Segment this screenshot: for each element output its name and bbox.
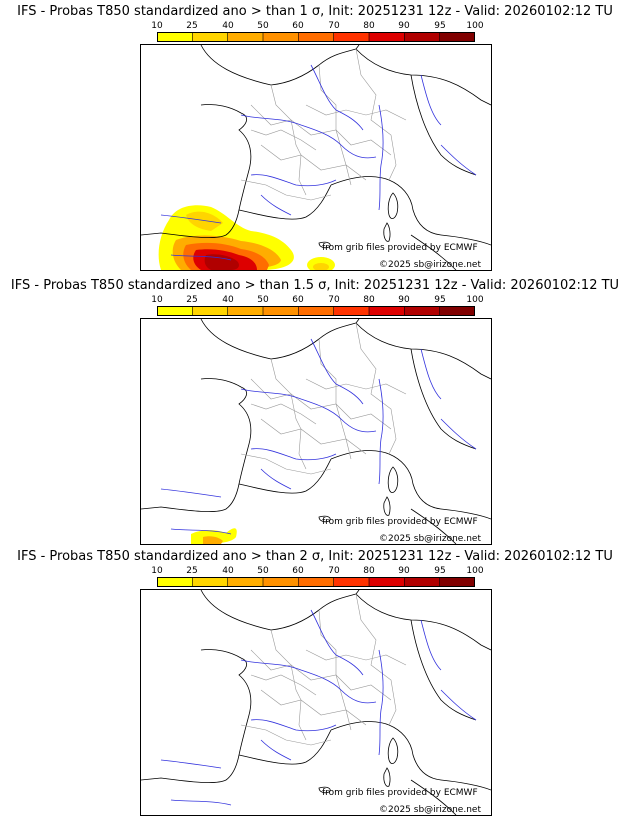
credit-copyright: ©2025 sb@irizone.net: [379, 805, 481, 815]
colorbar-tick: 10: [151, 566, 163, 576]
colorbar-tick: 40: [222, 566, 234, 576]
colorbar-tick: 90: [398, 566, 410, 576]
panel-title: IFS - Probas T850 standardized ano > tha…: [10, 278, 620, 293]
colorbar-cell: [262, 306, 300, 316]
colorbar-tick: 100: [466, 295, 484, 305]
probability-area: [158, 205, 335, 270]
map-frame: from grib files provided by ECMWF ©2025 …: [140, 44, 492, 271]
colorbar-cell: [333, 32, 370, 42]
colorbar-cell: [192, 32, 229, 42]
colorbar-cell: [262, 32, 300, 42]
colorbar-cell: [227, 32, 264, 42]
credit-grib: from grib files provided by ECMWF: [322, 788, 478, 798]
colorbar-tick: 95: [434, 566, 446, 576]
colorbar-cell: [333, 577, 370, 587]
colorbar-tick: 80: [363, 295, 375, 305]
colorbar-cell: [227, 306, 264, 316]
colorbar-cell: [439, 32, 475, 42]
france-map: [141, 319, 491, 544]
coastlines: [141, 590, 491, 815]
colorbar-labels: 10 25 40 50 60 70 80 90 95 100: [151, 294, 487, 306]
colorbar-tick: 95: [434, 21, 446, 31]
colorbar-tick: 25: [186, 295, 198, 305]
rivers: [160, 609, 477, 806]
colorbar-cell: [298, 577, 335, 587]
colorbar-tick: 50: [257, 295, 269, 305]
colorbar-tick: 70: [328, 566, 340, 576]
colorbar-tick: 80: [363, 21, 375, 31]
colorbar-tick: 60: [292, 295, 304, 305]
colorbar-tick: 90: [398, 295, 410, 305]
colorbar-cell: [227, 577, 264, 587]
admin-borders: [240, 593, 407, 746]
colorbar-cell: [298, 32, 335, 42]
colorbar-labels: 10 25 40 50 60 70 80 90 95 100: [151, 565, 487, 577]
colorbar-labels: 10 25 40 50 60 70 80 90 95 100: [151, 20, 487, 32]
colorbar-tick: 50: [257, 21, 269, 31]
colorbar-cell: [157, 32, 194, 42]
credit-grib: from grib files provided by ECMWF: [322, 517, 478, 527]
map-panel-2sigma: IFS - Probas T850 standardized ano > tha…: [0, 549, 630, 819]
coastlines: [141, 319, 491, 544]
colorbar-tick: 60: [292, 21, 304, 31]
colorbar-tick: 90: [398, 21, 410, 31]
colorbar-tick: 70: [328, 295, 340, 305]
colorbar-cell: [157, 306, 194, 316]
colorbar-tick: 100: [466, 21, 484, 31]
colorbar-cell: [404, 32, 441, 42]
map-panel-1sigma: IFS - Probas T850 standardized ano > tha…: [0, 4, 630, 274]
map-frame: from grib files provided by ECMWF ©2025 …: [140, 318, 492, 545]
credit-grib: from grib files provided by ECMWF: [322, 243, 478, 253]
colorbar-tick: 40: [222, 295, 234, 305]
colorbar-tick: 60: [292, 566, 304, 576]
rivers: [160, 64, 477, 261]
france-map: [141, 590, 491, 815]
rivers: [160, 338, 477, 535]
colorbar-tick: 95: [434, 295, 446, 305]
colorbar-cell: [368, 306, 406, 316]
coastlines: [141, 45, 491, 270]
colorbar-cell: [439, 306, 475, 316]
colorbar-tick: 10: [151, 295, 163, 305]
probability-area: [191, 528, 237, 544]
credit-copyright: ©2025 sb@irizone.net: [379, 534, 481, 544]
panel-title: IFS - Probas T850 standardized ano > tha…: [17, 549, 613, 564]
colorbar-tick: 50: [257, 566, 269, 576]
colorbar-tick: 10: [151, 21, 163, 31]
colorbar-cell: [368, 32, 406, 42]
colorbar: [157, 32, 475, 42]
colorbar-cell: [333, 306, 370, 316]
credit-copyright: ©2025 sb@irizone.net: [379, 260, 481, 270]
colorbar-cell: [368, 577, 406, 587]
france-map: [141, 45, 491, 270]
colorbar-tick: 100: [466, 566, 484, 576]
colorbar-cell: [439, 577, 475, 587]
colorbar-cell: [262, 577, 300, 587]
admin-borders: [240, 48, 407, 201]
colorbar-tick: 40: [222, 21, 234, 31]
colorbar-cell: [192, 577, 229, 587]
map-panel-1.5sigma: IFS - Probas T850 standardized ano > tha…: [0, 278, 630, 548]
colorbar-tick: 80: [363, 566, 375, 576]
colorbar-tick: 25: [186, 566, 198, 576]
colorbar-tick: 25: [186, 21, 198, 31]
colorbar: [157, 577, 475, 587]
colorbar-tick: 70: [328, 21, 340, 31]
colorbar-cell: [157, 577, 194, 587]
map-frame: from grib files provided by ECMWF ©2025 …: [140, 589, 492, 816]
colorbar-cell: [298, 306, 335, 316]
colorbar: [157, 306, 475, 316]
panel-title: IFS - Probas T850 standardized ano > tha…: [17, 4, 613, 19]
colorbar-cell: [404, 577, 441, 587]
colorbar-cell: [404, 306, 441, 316]
colorbar-cell: [192, 306, 229, 316]
